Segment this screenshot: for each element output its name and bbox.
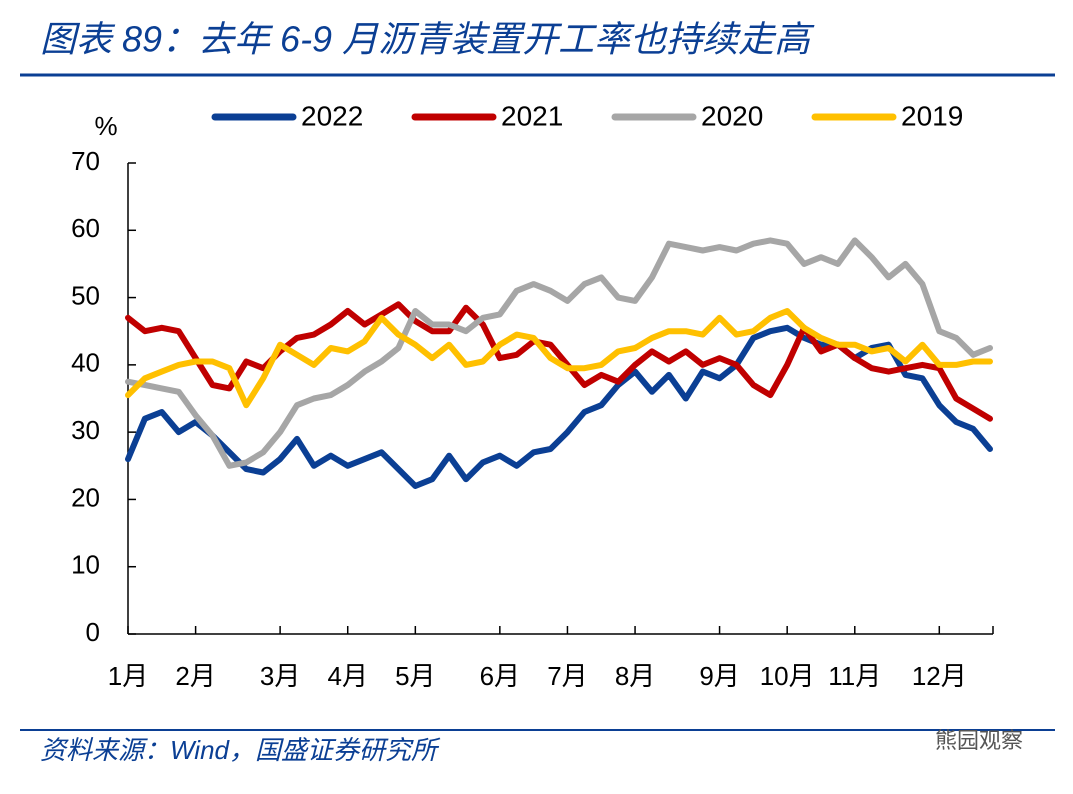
y-tick-label: 40 [71, 348, 100, 378]
series-line [125, 308, 993, 409]
x-tick-label: 12月 [912, 661, 967, 691]
legend-label: 2022 [301, 100, 363, 131]
y-tick-label: 30 [71, 415, 100, 445]
legend-label: 2019 [901, 100, 963, 131]
x-tick-label: 9月 [699, 661, 739, 691]
y-tick-label: 70 [71, 146, 100, 176]
y-tick-label: 60 [71, 213, 100, 243]
y-tick-label: 0 [86, 617, 100, 647]
x-tick-label: 6月 [480, 661, 520, 691]
x-tick-label: 5月 [395, 661, 435, 691]
y-tick-label: 50 [71, 280, 100, 310]
y-tick-label: 20 [71, 482, 100, 512]
watermark: 熊园观察 [935, 728, 1023, 753]
x-tick-label: 4月 [327, 661, 367, 691]
x-tick-label: 1月 [108, 661, 148, 691]
x-tick-label: 10月 [760, 661, 815, 691]
series-line [125, 237, 993, 469]
legend-label: 2020 [701, 100, 763, 131]
y-axis-label: % [94, 111, 117, 141]
chart-title: 图表 89：去年 6-9 月沥青装置开工率也持续走高 [40, 19, 815, 60]
x-tick-label: 7月 [547, 661, 587, 691]
x-tick-label: 3月 [260, 661, 300, 691]
legend-label: 2021 [501, 100, 563, 131]
source-note: 资料来源：Wind，国盛证券研究所 [40, 735, 441, 765]
x-tick-label: 8月 [615, 661, 655, 691]
y-tick-label: 10 [71, 550, 100, 580]
x-tick-label: 11月 [828, 661, 881, 691]
x-tick-label: 2月 [175, 661, 215, 691]
